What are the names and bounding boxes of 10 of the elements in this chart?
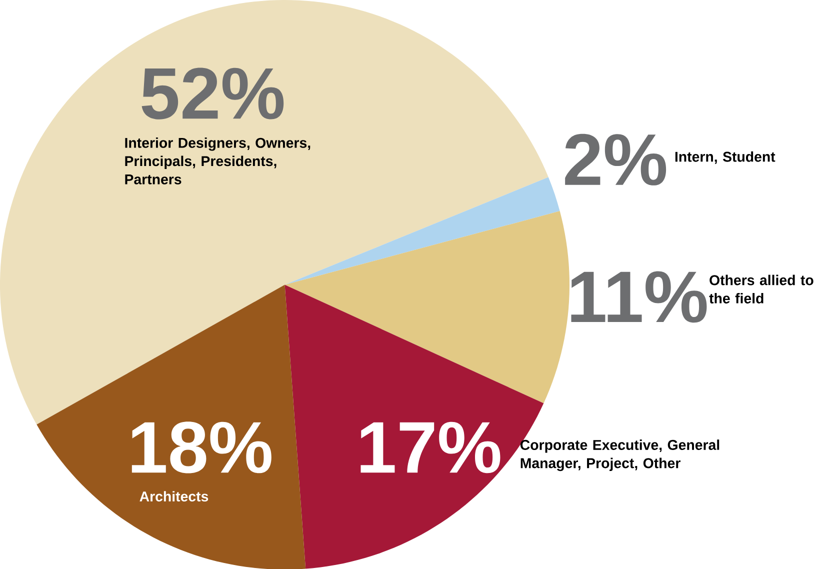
slice-label: Interior Designers, Owners, Principals, Presidents, Partners bbox=[125, 138, 310, 185]
data-label: 18% bbox=[132, 422, 272, 474]
data-label: 52% bbox=[142, 68, 284, 120]
data-label: 2% bbox=[565, 134, 666, 186]
slice-label: Architects bbox=[140, 491, 208, 502]
data-label: 11% bbox=[571, 272, 707, 323]
data-label: 17% bbox=[360, 422, 500, 474]
slice-label: Intern, Student bbox=[675, 152, 776, 164]
slice-label: Others allied to the field bbox=[709, 275, 814, 304]
slice-label: Corporate Executive, General Manager, Project, Other bbox=[520, 440, 720, 472]
